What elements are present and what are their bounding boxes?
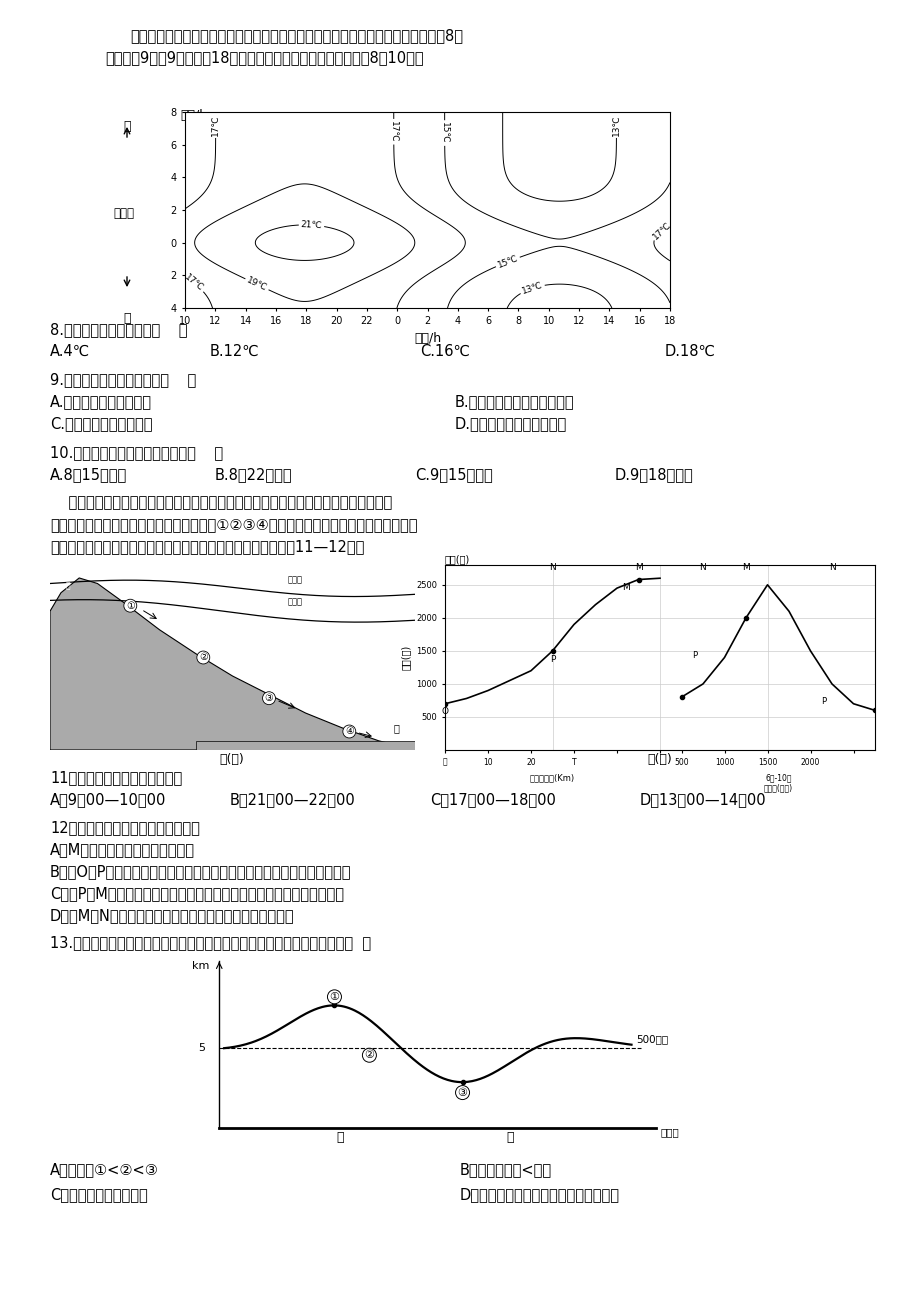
Text: B.8日22时左右: B.8日22时左右 xyxy=(215,467,292,482)
Text: M: M xyxy=(621,583,630,592)
Text: A．9：00—10：00: A．9：00—10：00 xyxy=(50,792,166,807)
Polygon shape xyxy=(50,578,414,750)
Text: 北: 北 xyxy=(123,120,130,133)
Text: B．气温：甲地<乙地: B．气温：甲地<乙地 xyxy=(460,1161,551,1177)
Text: km: km xyxy=(192,961,210,971)
Text: 15℃: 15℃ xyxy=(439,122,448,143)
Text: C.9日15时左右: C.9日15时左右 xyxy=(414,467,493,482)
Text: B．从O到P降水逐步增多是因为随着海拔上升温度降低，凝结的水汽增多。: B．从O到P降水逐步增多是因为随着海拔上升温度降低，凝结的水汽增多。 xyxy=(50,865,351,879)
Text: 17℃: 17℃ xyxy=(210,115,220,135)
Text: 500百帕: 500百帕 xyxy=(636,1034,668,1044)
Text: D．13：00—14：00: D．13：00—14：00 xyxy=(640,792,766,807)
Text: 13℃: 13℃ xyxy=(520,280,543,296)
Text: 兴趣小组绘制的沿该山地一坡面降水量随高程变化图，读图回答11—12题。: 兴趣小组绘制的沿该山地一坡面降水量随高程变化图，读图回答11—12题。 xyxy=(50,539,364,553)
Text: P: P xyxy=(691,651,697,660)
Text: M: M xyxy=(634,562,641,572)
Text: D.白天变化比夜间变化平缓: D.白天变化比夜间变化平缓 xyxy=(455,417,567,431)
Text: B.12℃: B.12℃ xyxy=(210,344,259,359)
Text: B．21：00—22：00: B．21：00—22：00 xyxy=(230,792,356,807)
Text: O: O xyxy=(441,707,448,716)
Text: D．从M到N降水逐步减少是因为随着海拔下降水汽来源减少: D．从M到N降水逐步减少是因为随着海拔下降水汽来源减少 xyxy=(50,907,294,923)
Text: ①: ① xyxy=(126,600,134,611)
Text: D.18℃: D.18℃ xyxy=(664,344,715,359)
Text: 17℃: 17℃ xyxy=(650,220,672,241)
Text: 17℃: 17℃ xyxy=(389,121,398,142)
Text: ③: ③ xyxy=(265,693,273,703)
Text: 各点间距离(Km): 各点间距离(Km) xyxy=(529,773,574,783)
Text: C．气流：乙地流向甲地: C．气流：乙地流向甲地 xyxy=(50,1187,148,1202)
Y-axis label: 高程(米): 高程(米) xyxy=(401,644,411,671)
Text: N: N xyxy=(828,562,834,572)
Polygon shape xyxy=(196,741,414,750)
Text: ②: ② xyxy=(199,652,208,663)
Text: 高程(米): 高程(米) xyxy=(445,553,470,564)
Text: 8.图示的最大温差可能是（    ）: 8.图示的最大温差可能是（ ） xyxy=(50,322,187,337)
Text: M: M xyxy=(742,562,749,572)
Text: A.8日15时左右: A.8日15时左右 xyxy=(50,467,127,482)
Text: C.16℃: C.16℃ xyxy=(420,344,470,359)
Text: A.4℃: A.4℃ xyxy=(50,344,90,359)
Text: C.从正午到午夜逐渐降低: C.从正午到午夜逐渐降低 xyxy=(50,417,153,431)
Text: 乙: 乙 xyxy=(506,1131,514,1144)
Text: 9.监测时段被监测区域气温（    ）: 9.监测时段被监测区域气温（ ） xyxy=(50,372,196,387)
Text: 近地面: 近地面 xyxy=(660,1126,678,1137)
Text: N: N xyxy=(698,562,706,572)
Text: 下图（一）是某山区学校地理兴趣小组于夏季绘制的等压面和等温面示意图（箭头表: 下图（一）是某山区学校地理兴趣小组于夏季绘制的等压面和等温面示意图（箭头表 xyxy=(50,495,391,510)
Text: 19℃: 19℃ xyxy=(245,276,268,293)
Text: C．从P到M降水逐步增多是因为随着海拔上升温度降低，凝结的水汽增多: C．从P到M降水逐步增多是因为随着海拔上升温度降低，凝结的水汽增多 xyxy=(50,885,344,901)
Text: 15℃: 15℃ xyxy=(495,254,519,270)
Text: 等压面: 等压面 xyxy=(287,598,302,607)
Text: 某城市市中心向南、向北分别设若干站点，监测城市气温的时空分布。监测时间为8日: 某城市市中心向南、向北分别设若干站点，监测城市气温的时空分布。监测时间为8日 xyxy=(130,29,462,43)
Text: 6月-10月
降水量(毫米): 6月-10月 降水量(毫米) xyxy=(763,773,792,793)
Text: 13.下图为某地热力原因形成的高空等压面分布状况示意图，叙述正确的是（  ）: 13.下图为某地热力原因形成的高空等压面分布状况示意图，叙述正确的是（ ） xyxy=(50,935,370,950)
Text: 21℃: 21℃ xyxy=(301,220,323,230)
Text: 10.下列时间中热岛效应最强的是（    ）: 10.下列时间中热岛效应最强的是（ ） xyxy=(50,445,223,460)
X-axis label: 时间/h: 时间/h xyxy=(414,332,440,345)
Text: 11．他们进行测量的时间可能是: 11．他们进行测量的时间可能是 xyxy=(50,769,182,785)
Text: 南: 南 xyxy=(123,312,130,326)
Text: N: N xyxy=(549,562,555,572)
Text: 山
顶: 山 顶 xyxy=(66,570,71,590)
Text: D．天气：乙地比甲地更易形成阴雨天气: D．天气：乙地比甲地更易形成阴雨天气 xyxy=(460,1187,619,1202)
Text: B.白天变化晴天比多云天剧烈: B.白天变化晴天比多云天剧烈 xyxy=(455,395,574,409)
Text: ③: ③ xyxy=(457,1087,467,1098)
Text: 5: 5 xyxy=(198,1043,204,1053)
Text: （多云）9时到9日（晴）18时。监测结果如下图所示。据此完成8～10题。: （多云）9时到9日（晴）18时。监测结果如下图所示。据此完成8～10题。 xyxy=(105,49,423,65)
Text: A.最高值多云天高于晴天: A.最高值多云天高于晴天 xyxy=(50,395,152,409)
Text: 13℃: 13℃ xyxy=(611,115,620,135)
Text: ②: ② xyxy=(364,1051,374,1060)
Text: 市中心: 市中心 xyxy=(113,207,134,220)
Text: 12．有关图中降水变化描述正确的是: 12．有关图中降水变化描述正确的是 xyxy=(50,820,199,835)
Text: ④: ④ xyxy=(345,727,353,737)
Text: 示空气流动方向），发现他们已绘制的信息①②③④中，只有一项是正确的。图（二）是该: 示空气流动方向），发现他们已绘制的信息①②③④中，只有一项是正确的。图（二）是该 xyxy=(50,517,417,533)
Text: P: P xyxy=(820,697,825,706)
Text: A．M点降水最多是因为地处迎风坡: A．M点降水最多是因为地处迎风坡 xyxy=(50,842,195,857)
Text: 图(一): 图(一) xyxy=(220,753,244,766)
Text: 图(二): 图(二) xyxy=(647,753,672,766)
Text: 甲: 甲 xyxy=(393,724,399,733)
Text: 甲: 甲 xyxy=(336,1131,344,1144)
Text: 17℃: 17℃ xyxy=(183,272,205,293)
Text: 距离/km: 距离/km xyxy=(180,109,219,122)
Text: C．17：00—18：00: C．17：00—18：00 xyxy=(429,792,555,807)
Text: 等温面: 等温面 xyxy=(287,575,302,585)
Text: ①: ① xyxy=(329,992,339,1001)
Text: P: P xyxy=(550,655,554,664)
Text: A．气压：①<②<③: A．气压：①<②<③ xyxy=(50,1161,159,1177)
Text: D.9日18时左右: D.9日18时左右 xyxy=(614,467,693,482)
